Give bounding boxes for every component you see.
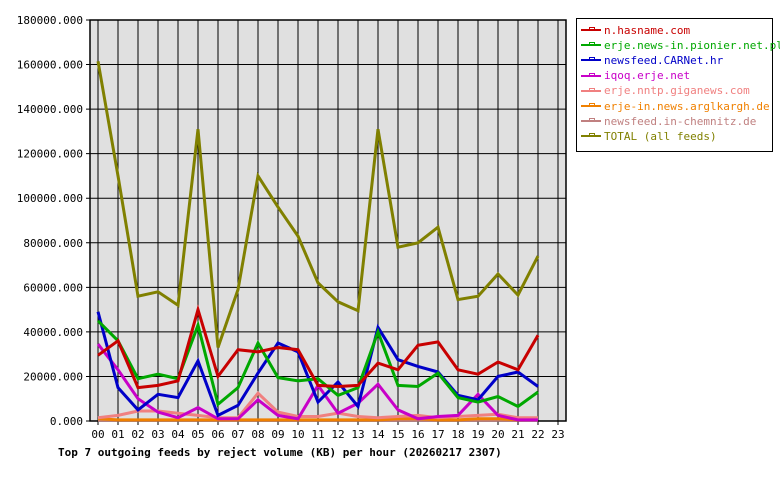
grid-lines (86, 19, 567, 425)
x-tick-label: 10 (291, 428, 304, 441)
y-tick-label: 140000.000 (17, 103, 83, 116)
series-line (96, 319, 539, 409)
y-tick-label: 40000.000 (23, 326, 83, 339)
legend-label: erje-in.news.arglkargh.de (604, 99, 770, 113)
x-tick-label: 22 (531, 428, 544, 441)
legend-swatch-icon (581, 118, 601, 123)
x-tick-label: 06 (211, 428, 224, 441)
series-line (96, 311, 539, 418)
x-tick-label: 02 (131, 428, 144, 441)
x-tick-label: 05 (191, 428, 204, 441)
y-tick-label: 0.000 (50, 415, 83, 428)
x-tick-label: 16 (411, 428, 424, 441)
x-tick-label: 20 (491, 428, 504, 441)
legend-label: iqoq.erje.net (604, 69, 691, 83)
plot-area (90, 20, 566, 421)
x-tick-label: 09 (271, 428, 284, 441)
y-tick-label: 80000.000 (23, 237, 83, 250)
data-series (96, 60, 540, 422)
legend-swatch-icon (581, 42, 601, 47)
y-tick-label: 20000.000 (23, 370, 83, 383)
legend-label: erje.news-in.pionier.net.pl (604, 38, 780, 52)
legend-label: erje.nntp.giganews.com (604, 84, 750, 98)
y-tick-label: 160000.000 (17, 59, 83, 72)
legend: n.hasname.com erje.news-in.pionier.net.pl… (576, 18, 780, 152)
legend-item: n.hasname.com (581, 23, 690, 37)
x-tick-label: 11 (311, 428, 324, 441)
x-tick-label: 00 (91, 428, 104, 441)
legend-swatch-icon (581, 87, 601, 92)
x-tick-label: 19 (471, 428, 484, 441)
series-line (97, 417, 539, 422)
legend-label: n.hasname.com (604, 23, 691, 37)
x-tick-label: 15 (391, 428, 404, 441)
x-tick-label: 14 (371, 428, 385, 441)
series-line (97, 391, 538, 420)
x-tick-label: 12 (331, 428, 344, 441)
legend-swatch-icon (581, 57, 601, 62)
x-tick-label: 21 (511, 428, 524, 441)
y-tick-label: 120000.000 (17, 148, 83, 161)
legend-item: newsfeed.CARNet.hr (581, 53, 723, 67)
legend-item: erje.nntp.giganews.com (581, 84, 750, 98)
series-line (97, 304, 540, 390)
legend-item: iqoq.erje.net (581, 69, 690, 83)
series-line (96, 60, 540, 348)
x-tick-label: 04 (171, 428, 185, 441)
y-tick-label: 60000.000 (23, 281, 83, 294)
x-tick-label: 18 (451, 428, 464, 441)
y-tick-label: 100000.000 (17, 192, 83, 205)
legend-label: newsfeed.in-chemnitz.de (604, 114, 757, 128)
legend-swatch-icon (581, 133, 601, 138)
legend-item: newsfeed.in-chemnitz.de (581, 114, 756, 128)
chart-title: Top 7 outgoing feeds by reject volume (K… (58, 446, 502, 459)
legend-item: TOTAL (all feeds) (581, 129, 717, 143)
x-tick-label: 17 (431, 428, 444, 441)
legend-swatch-icon (581, 103, 601, 107)
x-tick-label: 01 (111, 428, 124, 441)
legend-item: erje-in.news.arglkargh.de (581, 99, 770, 113)
x-tick-label: 08 (251, 428, 264, 441)
legend-label: TOTAL (all feeds) (604, 129, 717, 143)
legend-swatch-icon (581, 27, 601, 31)
x-axis-ticks: 00 01 02 03 04 05 06 07 08 09 10 11 12 13 14 15 16 17 18 19… (91, 428, 564, 441)
x-tick-label: 03 (151, 428, 164, 441)
x-tick-label: 07 (231, 428, 244, 441)
legend-label: newsfeed.CARNet.hr (604, 53, 724, 67)
y-tick-label: 180000.000 (17, 14, 83, 27)
legend-swatch-icon (581, 72, 601, 77)
legend-item: erje.news-in.pionier.net.pl (581, 38, 780, 52)
x-tick-label: 13 (351, 428, 364, 441)
x-tick-label: 23 (551, 428, 564, 441)
y-axis-ticks: 0.000 20000.000 40000.000 60000.000 80000.00… (17, 14, 83, 428)
